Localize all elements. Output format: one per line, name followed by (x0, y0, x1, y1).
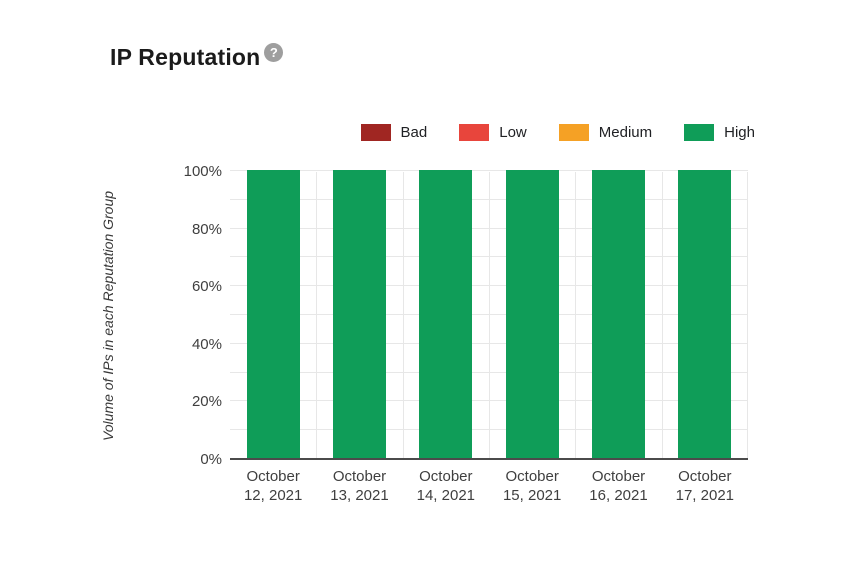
bar-high-3[interactable] (505, 170, 559, 458)
legend-item-high: High (684, 124, 755, 141)
v-gridline (575, 172, 576, 458)
y-tick-label: 40% (191, 335, 222, 353)
v-gridline (747, 172, 748, 458)
x-axis-labels: October 12, 2021 October 13, 2021 October 14,… (230, 467, 748, 507)
help-icon[interactable]: ? (264, 43, 284, 62)
legend-swatch (360, 124, 391, 141)
legend-label: High (724, 124, 755, 141)
plot-area (230, 170, 748, 460)
y-tick-label: 100% (183, 163, 222, 180)
y-tick-label: 0% (200, 451, 222, 468)
h-gridline (230, 170, 748, 171)
x-tick-label: October 17, 2021 (675, 468, 735, 504)
y-axis-title: Volume of IPs in each Reputation Group (100, 190, 116, 442)
legend-swatch (459, 124, 490, 141)
x-tick-label: October 13, 2021 (330, 468, 389, 504)
legend-label: Medium (598, 124, 653, 141)
y-tick-label: 20% (191, 393, 222, 411)
x-tick-label: October 15, 2021 (502, 468, 562, 504)
bar-high-0[interactable] (246, 170, 300, 458)
legend-label: Bad (400, 124, 428, 141)
legend-item-bad: Bad (360, 124, 428, 141)
legend-swatch (684, 124, 715, 141)
chart-legend: Bad Low Medium High (230, 124, 755, 141)
v-gridline (489, 172, 490, 458)
legend-item-medium: Medium (558, 124, 653, 141)
v-gridline (662, 172, 663, 458)
x-tick-label: October 12, 2021 (243, 468, 303, 504)
bar-high-1[interactable] (333, 170, 386, 458)
legend-item-low: Low (459, 124, 527, 141)
widget-header: IP Reputation ? (110, 43, 284, 70)
v-gridline (316, 172, 317, 458)
legend-swatch (558, 124, 589, 141)
v-gridline (403, 172, 404, 458)
y-tick-label: 80% (191, 220, 222, 238)
legend-label: Low (499, 124, 527, 141)
bar-high-4[interactable] (592, 170, 645, 458)
x-tick-label: October 16, 2021 (589, 468, 648, 504)
bar-high-5[interactable] (678, 170, 732, 458)
bar-high-2[interactable] (419, 170, 473, 458)
page-title: IP Reputation (110, 44, 261, 70)
x-tick-label: October 14, 2021 (416, 468, 476, 504)
y-tick-label: 60% (191, 278, 222, 296)
